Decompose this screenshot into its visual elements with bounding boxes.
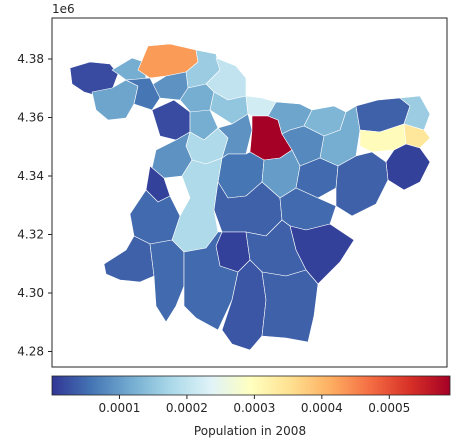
region-east-5: [335, 151, 389, 217]
y-offset-label: 1e6: [52, 2, 75, 16]
region-east-dark: [385, 143, 431, 191]
region-southwest-2: [149, 239, 185, 323]
map-axes-frame: [51, 17, 448, 368]
colorbar-ticks: 0.0001 0.0002 0.0003 0.0004 0.0005: [98, 395, 410, 415]
region-center-7: [279, 187, 337, 231]
colorbar-label: Population in 2008: [194, 424, 306, 438]
region-southwest-1: [103, 235, 155, 283]
y-tick-label: 4.28: [17, 345, 44, 359]
colorbar: [51, 375, 451, 396]
colorbar-tick-label: 0.0003: [233, 401, 275, 415]
colorbar-tick-label: 0.0001: [98, 401, 140, 415]
map-panel: [69, 43, 431, 351]
y-tick-label: 4.34: [17, 169, 44, 183]
colorbar-tick-label: 0.0002: [166, 401, 208, 415]
y-axis-ticks: 4.28 4.30 4.32 4.34 4.36 4.38: [17, 52, 52, 359]
y-tick-label: 4.36: [17, 111, 44, 125]
y-tick-label: 4.32: [17, 228, 44, 242]
colorbar-tick-label: 0.0005: [368, 401, 410, 415]
region-south-4: [261, 269, 319, 343]
region-east-orange: [403, 123, 431, 149]
y-tick-label: 4.30: [17, 286, 44, 300]
region-dark-west-1: [151, 99, 191, 141]
y-tick-label: 4.38: [17, 52, 44, 66]
colorbar-tick-label: 0.0004: [301, 401, 343, 415]
